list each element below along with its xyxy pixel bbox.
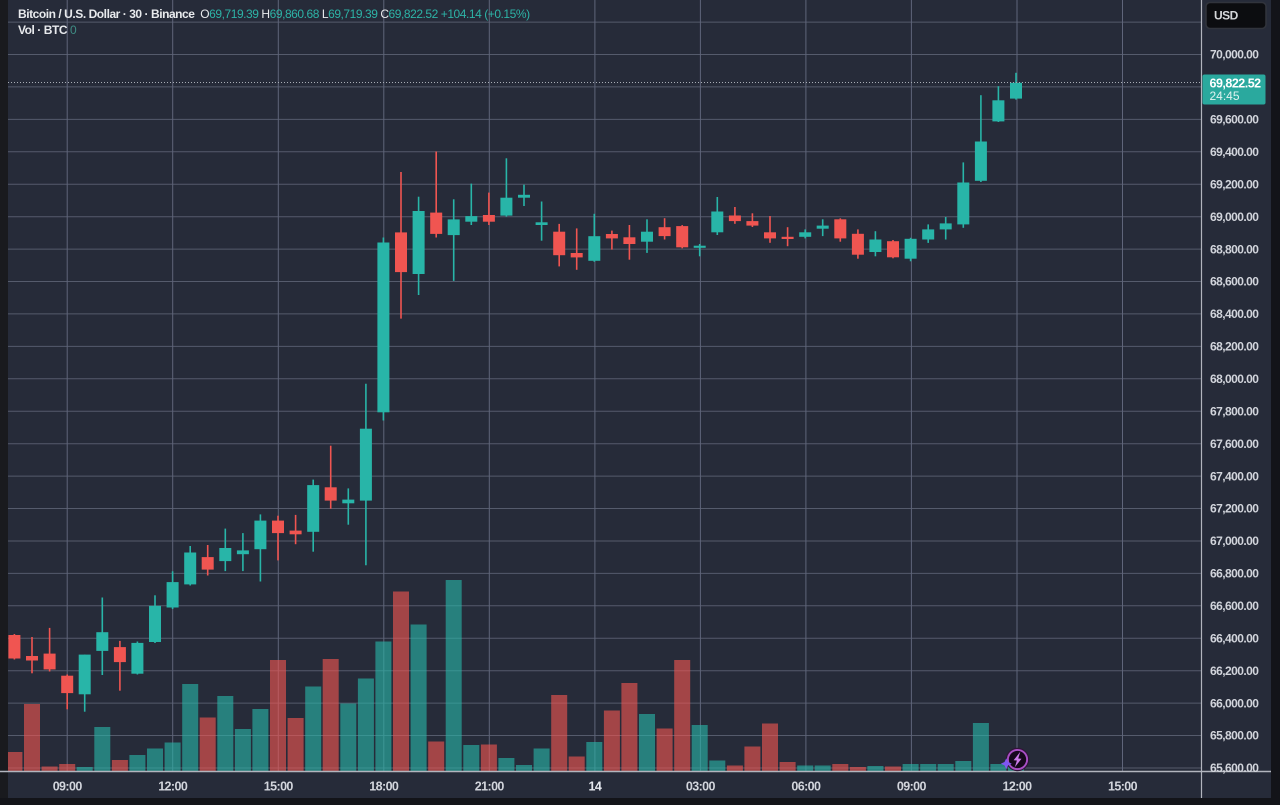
svg-text:65,800.00: 65,800.00 <box>1210 729 1259 743</box>
svg-text:69,200.00: 69,200.00 <box>1210 177 1259 191</box>
svg-text:09:00: 09:00 <box>897 780 927 794</box>
svg-text:09:00: 09:00 <box>53 780 83 794</box>
svg-text:67,600.00: 67,600.00 <box>1210 437 1259 451</box>
svg-text:06:00: 06:00 <box>791 780 821 794</box>
svg-text:18:00: 18:00 <box>369 780 399 794</box>
svg-text:15:00: 15:00 <box>264 780 294 794</box>
svg-text:15:00: 15:00 <box>1108 780 1138 794</box>
svg-text:66,400.00: 66,400.00 <box>1210 631 1259 645</box>
svg-text:68,800.00: 68,800.00 <box>1210 242 1259 256</box>
svg-text:68,200.00: 68,200.00 <box>1210 340 1259 354</box>
svg-text:69,822.52: 69,822.52 <box>1210 77 1262 91</box>
svg-text:67,200.00: 67,200.00 <box>1210 502 1259 516</box>
svg-text:67,400.00: 67,400.00 <box>1210 469 1259 483</box>
svg-text:24:45: 24:45 <box>1210 89 1240 103</box>
svg-text:69,600.00: 69,600.00 <box>1210 113 1259 127</box>
svg-text:03:00: 03:00 <box>686 780 716 794</box>
svg-text:67,000.00: 67,000.00 <box>1210 534 1259 548</box>
svg-text:66,200.00: 66,200.00 <box>1210 664 1259 678</box>
svg-text:12:00: 12:00 <box>1003 780 1033 794</box>
svg-text:69,000.00: 69,000.00 <box>1210 210 1259 224</box>
svg-text:68,600.00: 68,600.00 <box>1210 275 1259 289</box>
svg-text:USD: USD <box>1214 9 1239 23</box>
svg-text:68,000.00: 68,000.00 <box>1210 372 1259 386</box>
svg-text:69,400.00: 69,400.00 <box>1210 145 1259 159</box>
svg-text:66,800.00: 66,800.00 <box>1210 567 1259 581</box>
svg-text:66,600.00: 66,600.00 <box>1210 599 1259 613</box>
svg-text:Vol · BTC 0: Vol · BTC 0 <box>18 23 77 37</box>
svg-text:14: 14 <box>589 780 602 794</box>
svg-text:67,800.00: 67,800.00 <box>1210 404 1259 418</box>
svg-text:Bitcoin / U.S. Dollar · 30 · B: Bitcoin / U.S. Dollar · 30 · Binance O69… <box>18 7 530 21</box>
svg-text:66,000.00: 66,000.00 <box>1210 696 1259 710</box>
svg-text:12:00: 12:00 <box>158 780 188 794</box>
svg-text:68,400.00: 68,400.00 <box>1210 307 1259 321</box>
svg-text:65,600.00: 65,600.00 <box>1210 761 1259 775</box>
svg-text:21:00: 21:00 <box>475 780 505 794</box>
svg-text:70,000.00: 70,000.00 <box>1210 48 1259 62</box>
